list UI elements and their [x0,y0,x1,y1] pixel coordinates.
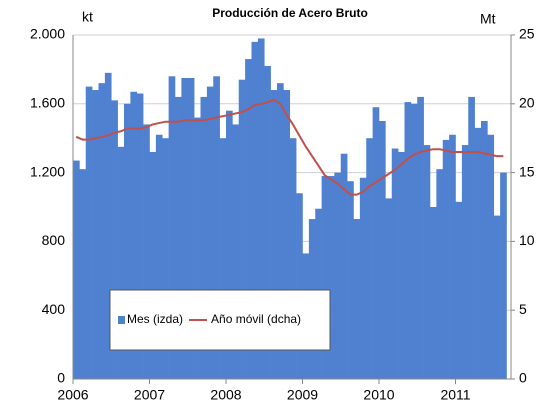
y-tick-label: 1.600 [30,95,65,111]
bar [162,138,169,379]
bar [436,169,444,379]
line [75,98,504,196]
bar [277,83,284,379]
bar [379,121,386,379]
bar [264,65,271,380]
legend-label: Año móvil (dcha) [211,312,301,326]
bar [238,79,246,379]
bar [340,153,348,379]
bar [155,134,163,379]
legend-label: Mes (izda) [127,312,183,326]
bar [289,138,297,379]
bar [391,148,399,379]
bar [410,103,418,380]
bar [181,78,189,379]
bar [474,127,482,379]
bar [461,145,469,379]
y-tick-label: 1.200 [30,163,65,179]
y2-tick-label: 10 [519,232,535,248]
bar [175,96,182,380]
bar [455,201,463,379]
bar [213,76,220,379]
x-tick-label: 2007 [134,387,165,403]
x-tick-label: 2010 [363,387,394,403]
bar [366,138,373,379]
bar [149,151,157,379]
bar [328,176,335,379]
y-tick-label: 2.000 [30,26,65,42]
bar [449,134,456,379]
bar [73,160,80,379]
x-tick-label: 2006 [57,387,88,403]
bar [79,169,87,379]
x-tick-label: 2009 [287,387,318,403]
bar [487,134,495,379]
bar [85,86,93,379]
bar [334,172,342,379]
bar [124,103,131,380]
bar [245,59,252,380]
bar [430,207,437,379]
chart-title: Producción de Acero Bruto [212,6,368,20]
x-tick-label: 2008 [210,387,241,403]
bar [468,96,475,380]
bar [226,110,233,380]
bar [500,172,507,379]
bar [398,151,405,379]
bar [143,124,150,379]
bar [251,41,259,379]
bar [296,193,303,379]
bar [117,146,125,379]
y2-tick-label: 0 [519,370,527,386]
bar [200,96,208,380]
y2-tick-label: 5 [519,301,527,317]
bar [321,176,329,379]
bar [130,91,138,379]
bar [187,78,195,379]
bar [372,107,380,380]
bar [206,86,214,379]
bar [92,90,99,379]
bar [136,93,144,379]
y-tick-label: 800 [42,232,66,248]
legend-swatch [118,316,125,324]
bar [385,198,393,379]
bar [423,145,431,379]
bar [404,102,412,379]
bar [111,100,118,380]
bar [347,181,354,379]
bar [98,83,106,379]
bar [359,177,367,379]
bar [417,96,424,380]
y-axis-label: kt [82,9,93,25]
bar [104,72,112,379]
bar [481,121,488,379]
legend-box [109,289,331,351]
bar [283,90,291,379]
bar [353,219,361,379]
bar [232,124,240,379]
bar [270,90,278,379]
bar [194,117,201,379]
y2-tick-label: 15 [519,163,535,179]
y-tick-label: 0 [57,370,65,386]
x-tick-label: 2011 [440,387,470,403]
y2-tick-label: 25 [519,26,535,42]
bar [219,138,227,379]
bar [168,76,176,379]
bar [442,139,450,379]
y-tick-label: 400 [42,301,66,317]
y2-axis-label: Mt [480,11,496,27]
y2-tick-label: 20 [519,95,535,111]
bar [257,38,265,379]
bar [493,215,501,379]
